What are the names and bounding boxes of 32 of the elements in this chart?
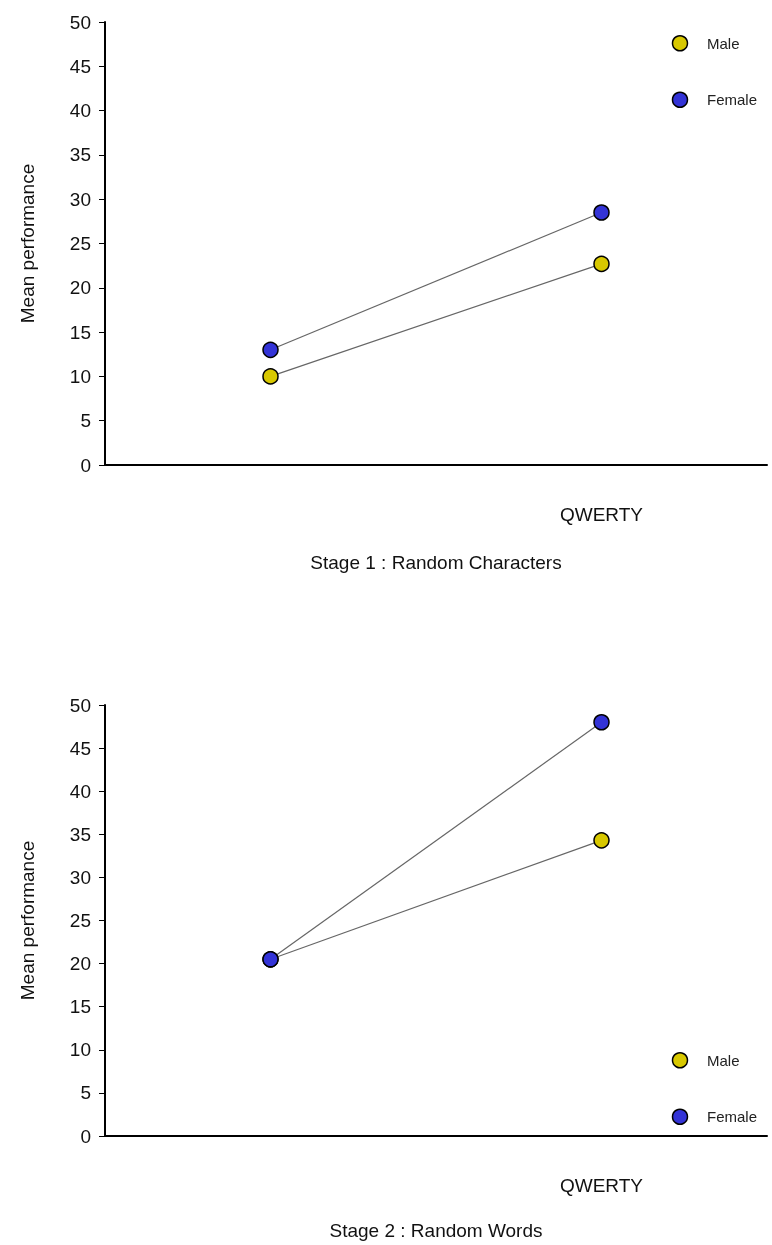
y-tick-label: 45 (69, 737, 91, 759)
y-tick-label: 45 (69, 55, 91, 77)
y-tick-label: 15 (69, 321, 91, 343)
y-tick-label: 30 (69, 188, 91, 210)
y-tick-label: 35 (69, 823, 91, 845)
legend-label: Female (706, 1108, 758, 1126)
x-axis-title: Stage 2 : Random Words (329, 1220, 543, 1241)
y-tick-label: 40 (69, 780, 91, 802)
y-tick-label: 5 (80, 1082, 91, 1104)
y-axis-title: Mean performance (17, 163, 38, 324)
y-tick-label: 50 (69, 694, 91, 716)
y-tick-label: 40 (69, 100, 91, 122)
y-tick-label: 20 (69, 953, 91, 975)
y-tick-label: 35 (69, 144, 91, 166)
y-tick-label: 0 (80, 1125, 91, 1147)
legend-label: Male (706, 1051, 740, 1069)
legend-label: Female (706, 91, 758, 109)
y-tick-label: 25 (69, 233, 91, 254)
y-tick-label: 20 (69, 277, 91, 299)
y-tick-label: 25 (69, 910, 91, 931)
y-tick-label: 0 (80, 454, 91, 476)
x-axis-title: Stage 1 : Random Characters (310, 552, 562, 573)
y-tick-label: 10 (69, 365, 91, 387)
y-axis-title: Mean performance (17, 840, 38, 1001)
y-tick-label: 10 (69, 1039, 91, 1061)
legend-label: Male (706, 34, 740, 52)
y-tick-label: 5 (80, 410, 91, 432)
y-tick-label: 50 (69, 11, 91, 33)
y-tick-label: 15 (69, 996, 91, 1018)
x-tick-label: QWERTY (559, 1175, 644, 1196)
y-tick-label: 30 (69, 866, 91, 888)
x-tick-label: QWERTY (559, 504, 644, 525)
